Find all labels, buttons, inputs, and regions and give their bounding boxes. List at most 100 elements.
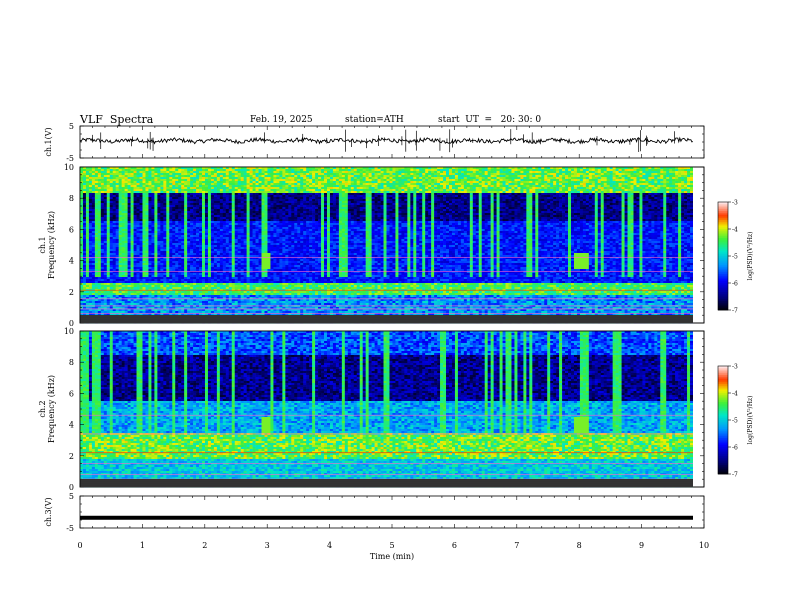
spectrogram-cell [300, 199, 304, 202]
spectrogram-cell [130, 199, 134, 202]
spectrogram-cell [163, 193, 167, 196]
spectrogram-cell [344, 183, 349, 186]
spectrogram-cell [341, 211, 346, 214]
spectrogram-cell [383, 191, 387, 194]
spectrogram-cell [202, 177, 206, 180]
spectrogram-cell [630, 177, 634, 180]
spectrogram-cell [550, 211, 554, 214]
spectrogram-cell [169, 169, 173, 172]
spectrogram-cell [312, 209, 316, 212]
spectrogram-cell [362, 191, 366, 194]
spectrogram-cell [410, 183, 414, 186]
spectrogram-cell [594, 183, 599, 186]
spectrogram-cell [505, 181, 509, 184]
spectrogram-cell [258, 167, 262, 170]
spectrogram-cell [347, 167, 352, 170]
spectrogram-cell [300, 203, 304, 206]
spectrogram-cell [365, 203, 369, 206]
spectrogram-cell [139, 185, 143, 188]
spectrogram-cell [487, 201, 491, 204]
spectrogram-cell [94, 205, 99, 208]
spectrogram-cell [395, 207, 399, 210]
spectrogram-cell [466, 183, 471, 186]
spectrogram-cell [639, 199, 643, 202]
spectrogram-cell [172, 175, 176, 178]
spectrogram-cell [204, 167, 209, 170]
spectrogram-cell [678, 199, 682, 202]
spectrogram-cell [109, 183, 114, 186]
spectrogram-cell [472, 171, 477, 174]
spectrogram-cell [118, 173, 122, 176]
spectrogram-cell [249, 199, 253, 202]
spectrogram-cell [478, 175, 483, 178]
spectrogram-cell [91, 207, 96, 210]
spectrogram-cell [258, 193, 262, 196]
spectrogram-cell [178, 203, 182, 206]
spectrogram-cell [234, 205, 239, 208]
spectrogram-cell [175, 211, 179, 214]
spectrogram-cell [187, 171, 191, 174]
spectrogram-cell [535, 169, 539, 172]
spectrogram-cell [82, 197, 87, 200]
spectrogram-cell [392, 189, 396, 192]
spectrogram-cell [499, 171, 503, 174]
spectrogram-cell [571, 203, 575, 206]
spectrogram-cell [374, 205, 378, 208]
spectrogram-cell [446, 211, 450, 214]
spectrogram-cell [154, 189, 158, 192]
spectrogram-cell [630, 195, 634, 198]
spectrogram-cell [457, 199, 462, 202]
spectrogram-cell [594, 179, 599, 182]
spectrogram-cell [377, 177, 381, 180]
spectrogram-cell [434, 193, 438, 196]
spectrogram-cell [240, 201, 244, 204]
spectrogram-cell [282, 177, 286, 180]
spectrogram-cell [451, 211, 456, 214]
spectrogram-cell [407, 185, 411, 188]
spectrogram-cell [255, 175, 259, 178]
spectrogram-cell [475, 173, 480, 176]
spectrogram-cell [270, 167, 274, 170]
spectrogram-cell [448, 201, 453, 204]
spectrogram-cell [130, 177, 134, 180]
spectrogram-cell [472, 179, 477, 182]
spectrogram-cell [300, 205, 304, 208]
spectrogram-cell [666, 181, 670, 184]
spectrogram-cell [169, 167, 173, 170]
spectrogram-cell [684, 167, 688, 170]
spectrogram-cell [85, 175, 90, 178]
spectrogram-cell [127, 201, 131, 204]
spectrogram-cell [255, 183, 259, 186]
spectrogram-cell [219, 185, 224, 188]
spectrogram-cell [675, 183, 679, 186]
spectrogram-cell [663, 211, 667, 214]
spectrogram-cell [454, 197, 459, 200]
spectrogram-cell [332, 189, 337, 192]
spectrogram-cell [505, 205, 509, 208]
spectrogram-cell [145, 179, 149, 182]
spectrogram-cell [642, 193, 646, 196]
spectrogram-cell [630, 179, 634, 182]
spectrogram-cell [282, 179, 286, 182]
spectrogram-cell [422, 173, 426, 176]
spectrogram-cell [136, 187, 140, 190]
spectrogram-cell [457, 173, 462, 176]
spectrogram-cell [478, 203, 483, 206]
spectrogram-cell [669, 177, 673, 180]
spectrogram-cell [207, 167, 212, 170]
spectrogram-cell [225, 171, 230, 174]
spectrogram-cell [663, 189, 667, 192]
spectrogram-cell [636, 199, 640, 202]
spectrogram-cell [267, 181, 271, 184]
spectrogram-cell [202, 167, 206, 170]
spectrogram-cell [276, 169, 280, 172]
spectrogram-cell [380, 183, 384, 186]
spectrogram-cell [502, 207, 506, 210]
spectrogram-cell [478, 207, 483, 210]
spectrogram-cell [624, 211, 628, 214]
spectrogram-cell [121, 199, 125, 202]
spectrogram-cell [112, 189, 117, 192]
spectrogram-cell [318, 205, 322, 208]
spectrogram-cell [582, 193, 587, 196]
spectrogram-cell [142, 193, 146, 196]
